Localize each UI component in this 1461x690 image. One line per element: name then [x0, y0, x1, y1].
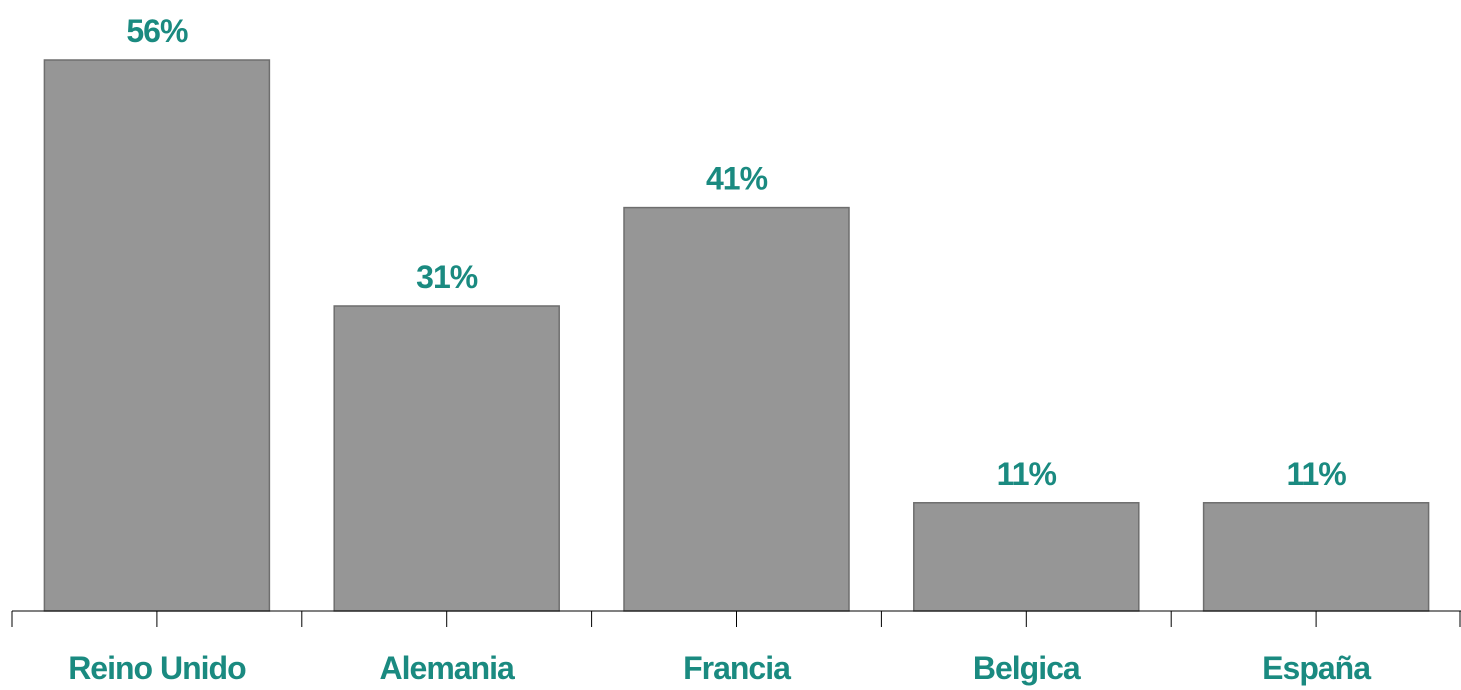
- value-label: 56%: [126, 13, 188, 49]
- category-label: España: [1262, 650, 1371, 686]
- category-labels-layer: Reino Unido Alemania Francia Belgica España: [68, 650, 1372, 686]
- bar-francia: [623, 206, 850, 612]
- value-label: 31%: [416, 259, 478, 295]
- bar-españa: [1202, 502, 1430, 612]
- value-label: 41%: [706, 161, 768, 197]
- category-label: Francia: [683, 650, 791, 686]
- bars-layer: [43, 59, 1430, 612]
- bar-alemania: [333, 305, 560, 612]
- x-axis: [11, 610, 1461, 627]
- category-label: Belgica: [973, 650, 1081, 686]
- value-label: 11%: [1286, 456, 1346, 492]
- category-label: Alemania: [380, 650, 515, 686]
- bar-belgica: [913, 502, 1140, 612]
- value-label: 11%: [997, 456, 1057, 492]
- bar-reino-unido: [43, 59, 271, 612]
- value-labels-layer: 56% 31% 41% 11% 11%: [126, 13, 1347, 492]
- category-label: Reino Unido: [68, 650, 246, 686]
